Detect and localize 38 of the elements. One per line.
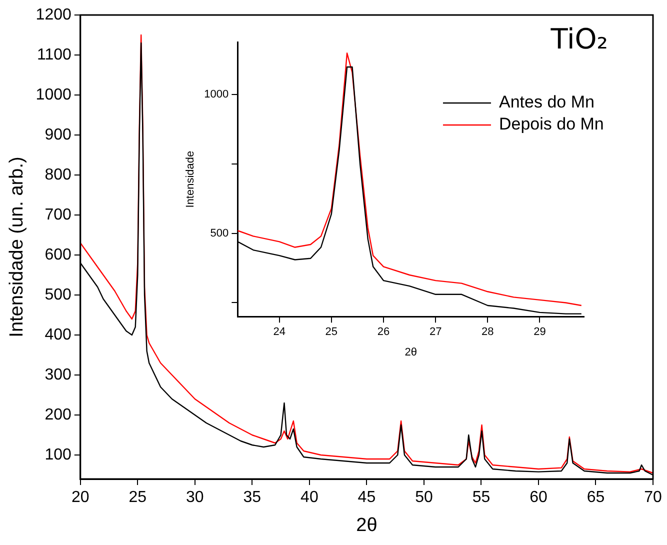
y-tick-label: 300 xyxy=(44,366,72,384)
x-tick-label: 55 xyxy=(472,489,490,506)
y-tick-label: 1000 xyxy=(204,88,229,101)
legend-label: Antes do Mn xyxy=(499,92,594,112)
x-tick-label: 25 xyxy=(325,326,338,338)
y-axis-title: Intensidade xyxy=(184,150,197,208)
x-tick-label: 24 xyxy=(273,326,286,338)
x-tick-label: 45 xyxy=(358,489,376,506)
x-tick-label: 35 xyxy=(243,489,262,506)
y-tick-label: 400 xyxy=(44,326,72,344)
x-tick-label: 26 xyxy=(377,326,390,338)
x-tick-label: 70 xyxy=(644,489,662,506)
y-tick-label: 500 xyxy=(210,227,229,240)
x-tick-label: 50 xyxy=(415,489,433,506)
x-tick-label: 20 xyxy=(71,489,90,506)
y-tick-label: 500 xyxy=(44,286,72,304)
x-tick-label: 29 xyxy=(534,326,546,338)
y-tick-label: 1200 xyxy=(36,6,72,24)
x-tick-label: 40 xyxy=(300,489,318,506)
y-tick-label: 800 xyxy=(44,166,72,184)
x-tick-label: 60 xyxy=(530,489,548,506)
legend-label: Depois do Mn xyxy=(499,114,604,134)
y-tick-label: 600 xyxy=(44,246,72,264)
y-tick-label: 200 xyxy=(44,406,72,424)
y-tick-label: 1000 xyxy=(36,86,72,104)
y-tick-label: 900 xyxy=(44,126,72,144)
y-tick-label: 700 xyxy=(44,206,72,224)
x-axis-title: 2θ xyxy=(356,514,378,536)
y-tick-label: 100 xyxy=(44,446,72,464)
y-axis-title: Intensidade (un. arb.) xyxy=(6,156,28,338)
x-tick-label: 27 xyxy=(429,326,442,338)
x-tick-label: 28 xyxy=(482,326,494,338)
x-axis-title: 2θ xyxy=(404,346,417,358)
x-tick-label: 30 xyxy=(186,489,204,506)
x-tick-label: 65 xyxy=(586,489,605,506)
x-tick-label: 25 xyxy=(128,489,147,506)
y-tick-label: 1100 xyxy=(36,46,72,64)
annotation: TiO₂ xyxy=(550,22,608,56)
